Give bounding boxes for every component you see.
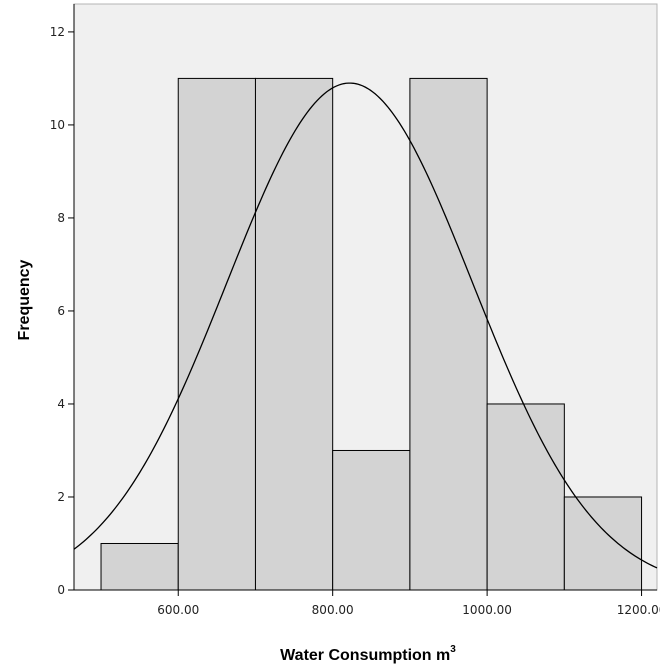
y-tick-label-12: 12 xyxy=(50,25,65,39)
y-tick-label-0: 0 xyxy=(57,583,65,597)
y-axis-label: Frequency xyxy=(16,259,33,340)
x-tick-label-600: 600.00 xyxy=(157,603,199,617)
y-tick-label-2: 2 xyxy=(57,490,65,504)
x-tick-label-800: 800.00 xyxy=(312,603,354,617)
y-tick-label-4: 4 xyxy=(57,397,65,411)
normal-curve xyxy=(73,82,658,569)
histogram-bar-3 xyxy=(254,77,334,591)
x-tick-label-1000: 1000.00 xyxy=(462,603,512,617)
y-tick-label-6: 6 xyxy=(57,304,65,318)
y-ticks-group: 0 2 4 6 8 10 12 xyxy=(50,25,74,597)
x-tick-label-1200: 1200.00 xyxy=(617,603,660,617)
histogram-bar-2 xyxy=(177,77,256,591)
x-axis-label-text: Water Consumption m xyxy=(280,647,450,664)
histogram-bar-5 xyxy=(409,77,488,591)
x-ticks-group: 600.00 800.00 1000.00 1200.00 xyxy=(157,590,660,617)
x-axis-label-superscript: 3 xyxy=(450,644,456,655)
y-tick-label-10: 10 xyxy=(50,118,65,132)
histogram-bar-6 xyxy=(486,403,565,591)
histogram-bar-1 xyxy=(100,542,179,591)
histogram-bar-4 xyxy=(332,449,411,591)
x-axis-label: Water Consumption m3 xyxy=(280,644,456,664)
histogram-bar-7 xyxy=(563,496,643,591)
axes-group xyxy=(73,4,657,591)
y-tick-label-8: 8 xyxy=(57,211,65,225)
bars-group xyxy=(100,77,643,591)
